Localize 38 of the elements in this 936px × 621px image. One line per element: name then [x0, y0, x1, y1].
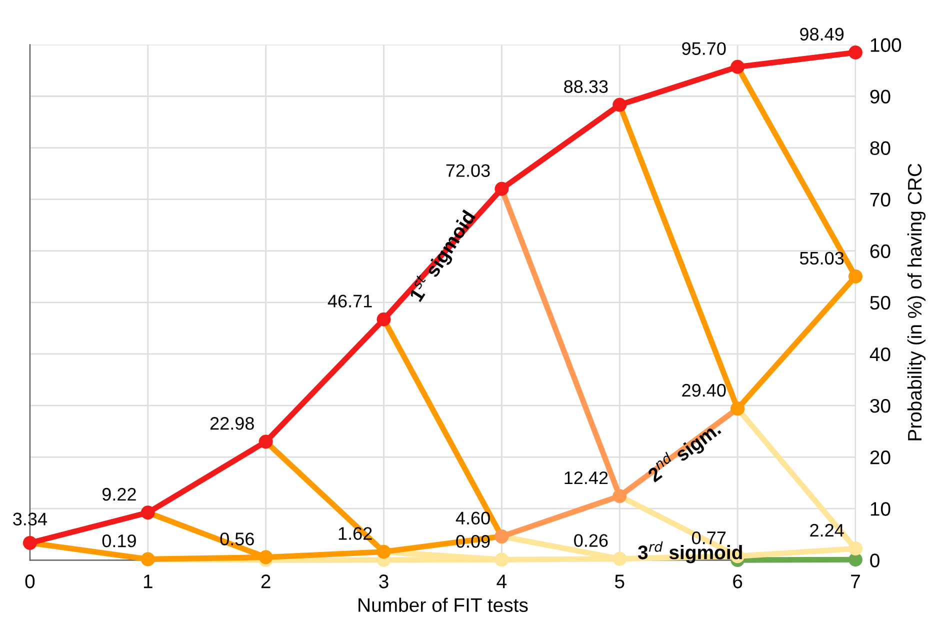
data-label: 55.03 — [800, 252, 844, 265]
x-tick-label: 6 — [733, 574, 742, 588]
x-tick-label: 2 — [261, 574, 270, 588]
data-label: 0.26 — [574, 534, 608, 547]
x-tick-label: 3 — [379, 574, 388, 588]
data-label: 72.03 — [446, 164, 490, 177]
y-axis-title: Probability (in %) of having CRC — [907, 164, 926, 440]
data-label: 0.19 — [102, 534, 136, 548]
data-label: 2.24 — [810, 524, 844, 537]
data-label: 4.60 — [456, 512, 490, 525]
y-tick-label: 70 — [870, 192, 890, 207]
data-label: 46.71 — [328, 294, 372, 308]
data-label: 98.49 — [800, 28, 844, 41]
data-label: 22.98 — [210, 417, 254, 430]
x-tick-label: 0 — [25, 574, 35, 588]
data-label: 88.33 — [564, 80, 608, 93]
annotation: 1$^{st}$ sigmoid — [406, 208, 480, 304]
y-tick-label: 100 — [870, 38, 902, 52]
y-tick-label: 20 — [870, 450, 890, 464]
y-tick-label: 90 — [870, 90, 890, 104]
data-label: 12.42 — [564, 471, 608, 484]
x-axis-title: Number of FIT tests — [358, 598, 528, 612]
data-label: 95.70 — [682, 42, 726, 55]
y-tick-label: 40 — [870, 347, 890, 362]
y-tick-label: 50 — [870, 296, 890, 310]
data-label: 29.40 — [682, 384, 726, 397]
x-tick-label: 1 — [144, 574, 152, 588]
y-tick-label: 80 — [870, 141, 890, 156]
annotation: 2$^{nd}$ sigm. — [644, 418, 724, 486]
x-tick-label: 5 — [615, 574, 624, 588]
y-tick-label: 60 — [870, 244, 890, 258]
data-label: 9.22 — [102, 488, 136, 501]
x-tick-label: 7 — [851, 574, 860, 588]
y-tick-label: 0 — [870, 554, 880, 568]
x-tick-label: 4 — [496, 574, 507, 588]
y-tick-label: 10 — [870, 502, 890, 516]
data-label: 0.56 — [220, 532, 254, 546]
y-tick-label: 30 — [870, 398, 890, 413]
